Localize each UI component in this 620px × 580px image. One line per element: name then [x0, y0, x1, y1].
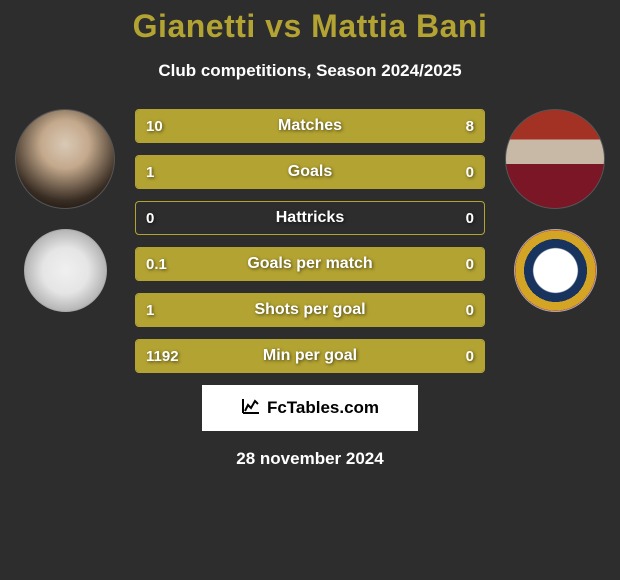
stat-label: Goals per match [136, 255, 484, 273]
player-left-avatar [15, 109, 115, 209]
subtitle: Club competitions, Season 2024/2025 [0, 61, 620, 81]
stat-label: Matches [136, 117, 484, 135]
page-title: Gianetti vs Mattia Bani [0, 8, 620, 45]
player-right-avatar [505, 109, 605, 209]
stat-row: 10Shots per goal [135, 293, 485, 327]
footer-date: 28 november 2024 [0, 449, 620, 469]
stat-row: 108Matches [135, 109, 485, 143]
comparison-card: Gianetti vs Mattia Bani Club competition… [0, 0, 620, 469]
stat-label: Goals [136, 163, 484, 181]
player-left-column [13, 109, 117, 312]
stat-row: 0.10Goals per match [135, 247, 485, 281]
player-right-column [503, 109, 607, 312]
stat-label: Min per goal [136, 347, 484, 365]
comparison-body: 108Matches 10Goals 00Hattricks 0.10Goals pe… [0, 109, 620, 373]
stat-label: Hattricks [136, 209, 484, 227]
stat-bars: 108Matches 10Goals 00Hattricks 0.10Goals pe… [135, 109, 485, 373]
stat-label: Shots per goal [136, 301, 484, 319]
watermark-text: FcTables.com [267, 398, 379, 418]
stat-row: 11920Min per goal [135, 339, 485, 373]
stat-row: 00Hattricks [135, 201, 485, 235]
chart-icon [241, 397, 261, 420]
club-left-badge [24, 229, 107, 312]
stat-row: 10Goals [135, 155, 485, 189]
watermark: FcTables.com [202, 385, 418, 431]
club-right-badge [514, 229, 597, 312]
